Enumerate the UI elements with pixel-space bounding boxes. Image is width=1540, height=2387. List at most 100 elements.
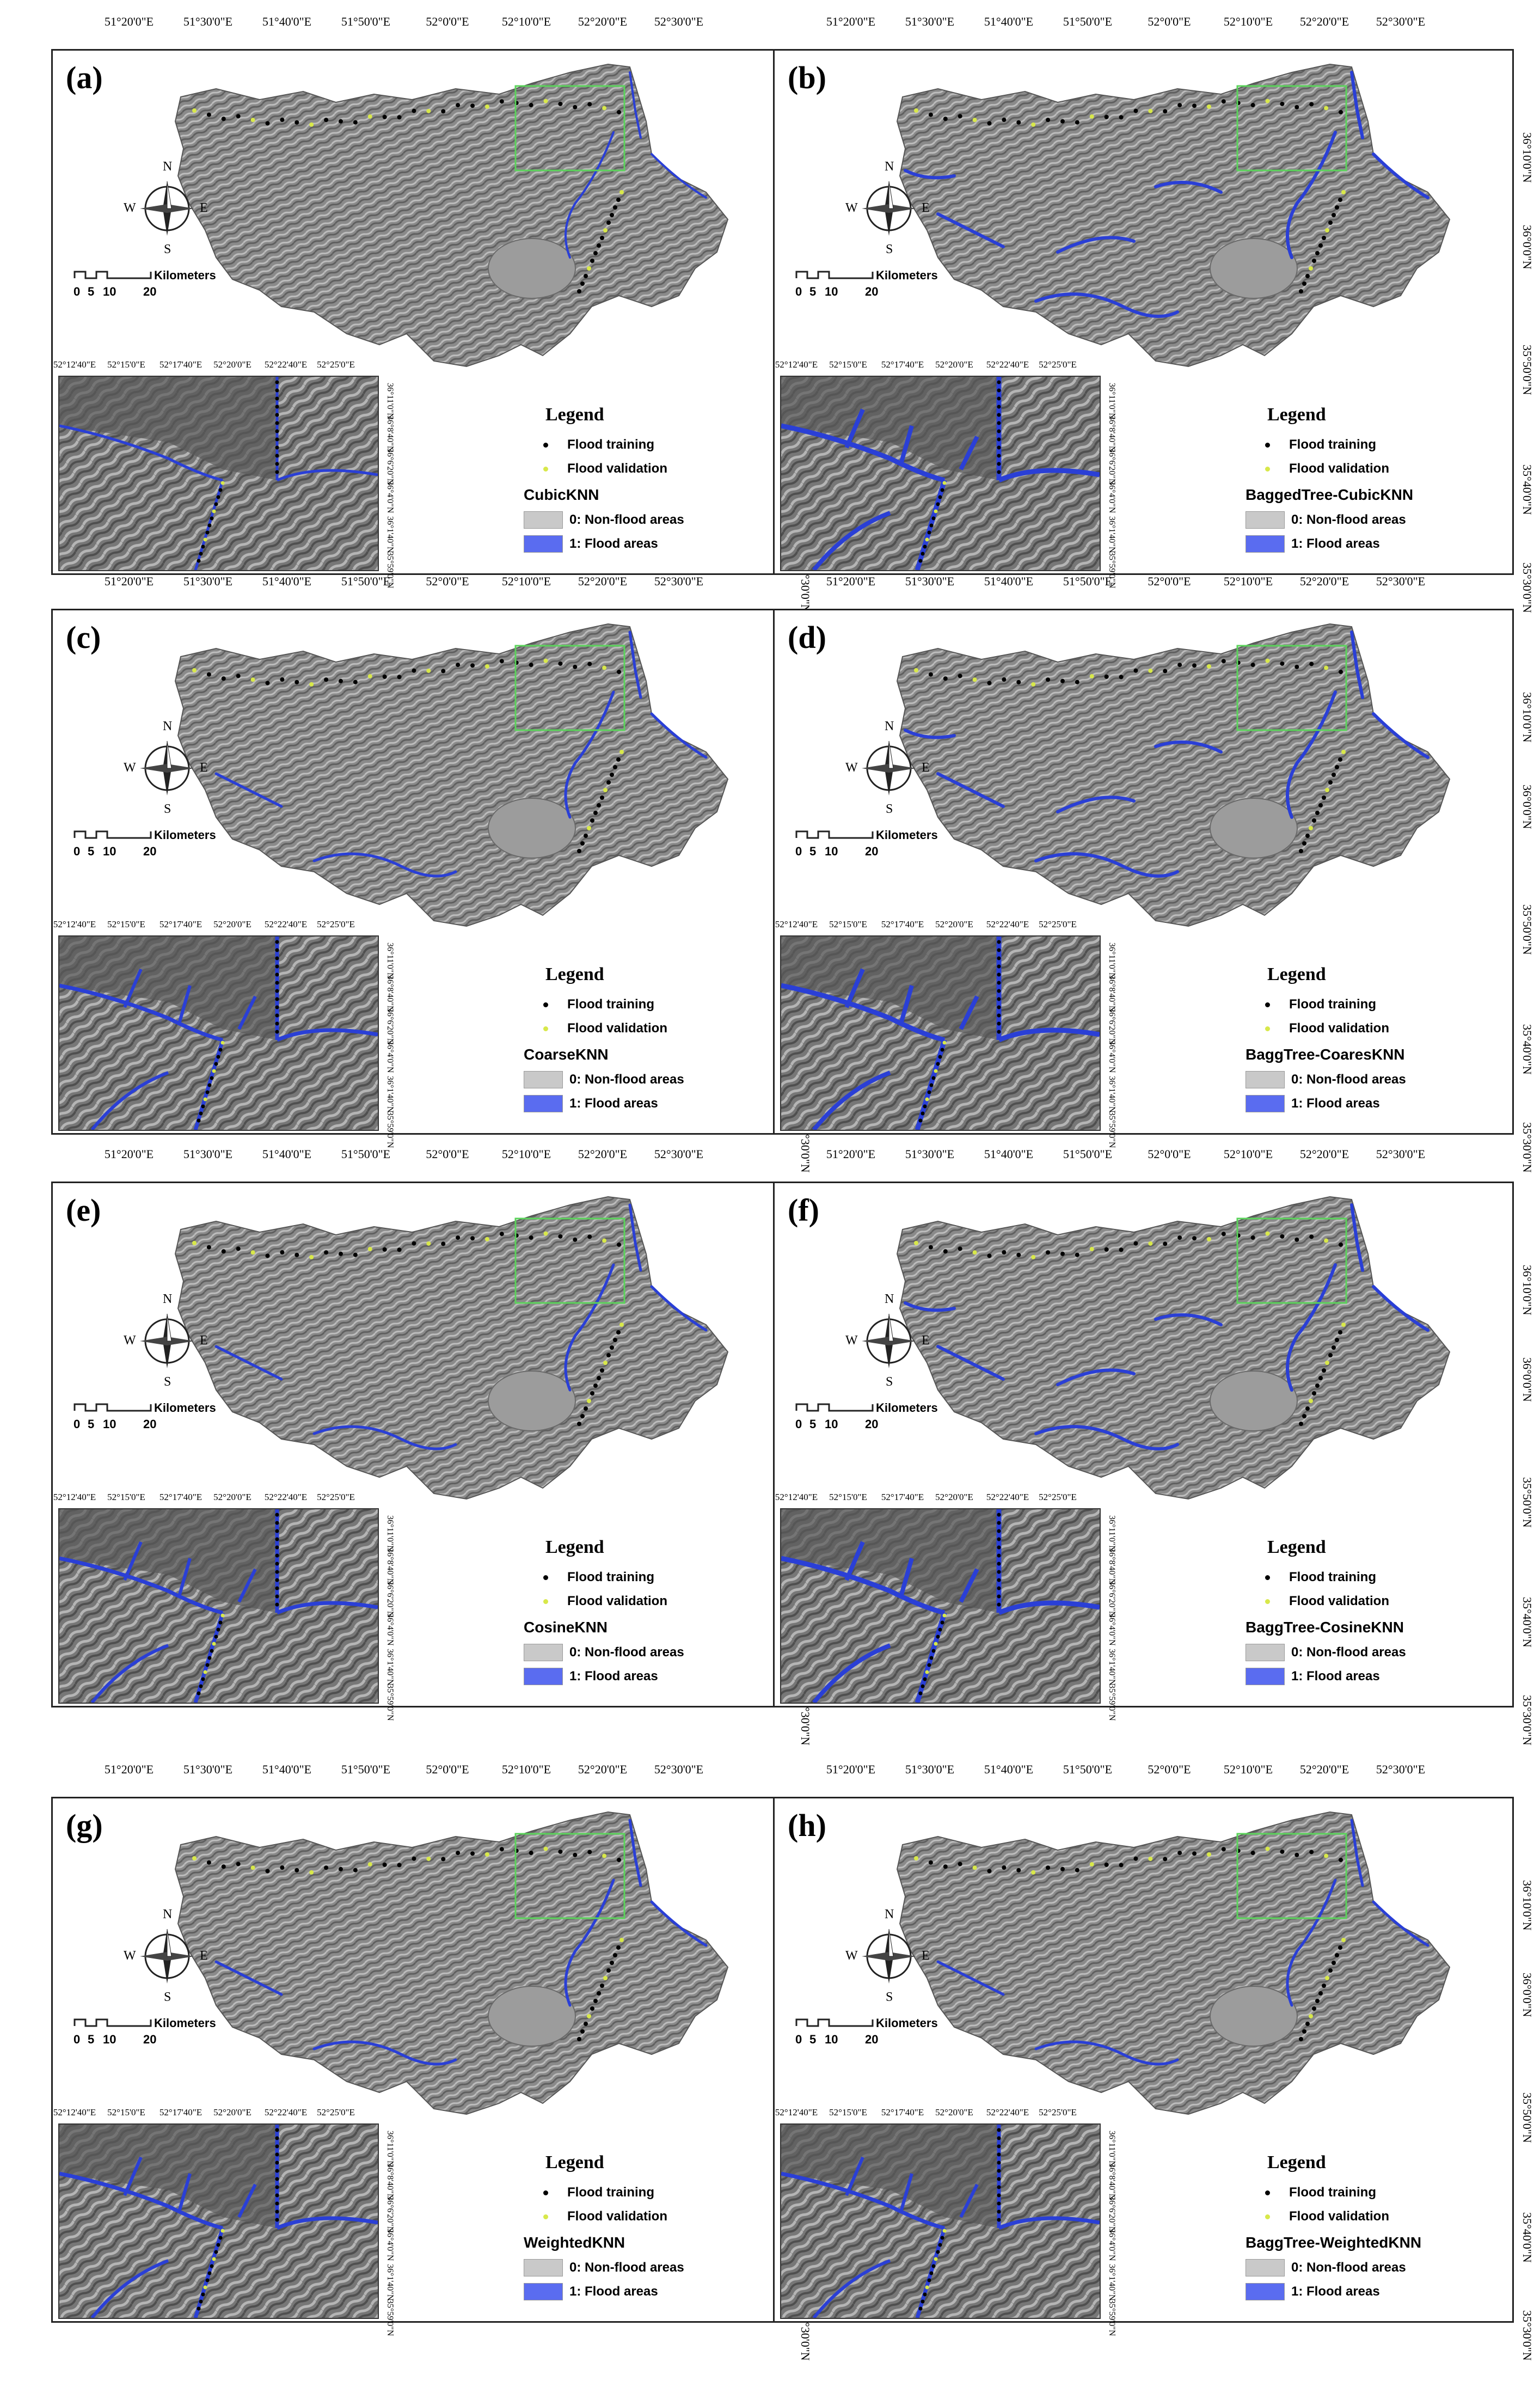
flood-point — [1305, 274, 1310, 278]
inset-longitude-tick: 52°22'40"E — [986, 919, 1029, 929]
flood-point — [1060, 1866, 1065, 1871]
flood-stream — [1286, 131, 1337, 259]
flood-point — [936, 1062, 940, 1066]
flood-point — [1324, 1853, 1329, 1858]
flood-point — [1322, 236, 1326, 240]
latitude-tick: 35°50'0"N — [1520, 2092, 1534, 2143]
flood-point — [921, 1684, 925, 1688]
flood-stream — [1372, 1285, 1429, 1332]
flood-point — [1299, 2037, 1303, 2041]
inset-flood-stream — [998, 2216, 1100, 2230]
scale-tick: 20 — [865, 1417, 879, 1431]
flood-point — [1265, 99, 1270, 103]
flood-point — [309, 1254, 314, 1259]
flood-point — [529, 1235, 533, 1240]
flood-point — [997, 1586, 1001, 1590]
flood-point — [1315, 251, 1320, 255]
flood-point — [1280, 1849, 1285, 1854]
flood-point — [275, 1021, 279, 1026]
flood-point — [275, 454, 279, 458]
map-panel: (c) 51°20'0"E 51°30'0"E 51°40'0"E 51°50'0"E 5… — [51, 574, 812, 1173]
inset-flood-stream — [177, 2173, 192, 2212]
flood-point — [1104, 114, 1109, 119]
flood-point — [997, 1553, 1001, 1558]
flood-stream — [1286, 1263, 1337, 1392]
flood-point — [1309, 1399, 1313, 1403]
flood-point — [1177, 103, 1182, 108]
training-dot-icon — [543, 442, 548, 448]
longitude-tick: 52°30'0"E — [1376, 1762, 1426, 1776]
flood-point — [997, 956, 1001, 960]
flood-point — [593, 251, 598, 255]
compass-label-s: S — [164, 242, 171, 256]
flood-point — [617, 669, 621, 674]
flood-point — [923, 1677, 927, 1681]
flood-point — [275, 405, 279, 409]
inset-map-canvas — [59, 377, 378, 570]
inset-latitude-tick: 36°11'0"N — [1107, 2131, 1116, 2167]
flood-point — [275, 1570, 279, 1574]
legend-training-row: Flood training — [1246, 2181, 1507, 2205]
longitude-tick: 51°50'0"E — [341, 1762, 391, 1776]
inset-flood-stream — [59, 424, 223, 482]
inset-longitude-tick: 52°20'0"E — [213, 2107, 251, 2117]
flood-point — [353, 1252, 358, 1257]
panel-label: (a) — [66, 60, 103, 95]
flood-point — [1104, 1862, 1109, 1867]
flood-point — [456, 103, 461, 108]
legend-training-row: Flood training — [1246, 433, 1507, 457]
legend-nonflood-label: 0: Non-flood areas — [1291, 2260, 1406, 2275]
flood-point — [914, 108, 918, 113]
compass-rose-icon — [140, 740, 194, 795]
flood-point — [938, 2243, 942, 2247]
flood-point — [1328, 1968, 1333, 1973]
inset-longitude-tick: 52°15'0"E — [829, 1492, 867, 1502]
flood-point — [197, 559, 201, 563]
flood-point — [275, 972, 279, 977]
inset-latitude-tick: 36°11'0"N — [1107, 383, 1116, 419]
nonflood-swatch — [524, 2259, 563, 2276]
flood-point — [928, 672, 933, 677]
flood-point — [1312, 259, 1316, 263]
legend: Legend Flood training Flood validation Bagg… — [1246, 964, 1507, 1116]
flood-point — [958, 1246, 962, 1251]
flood-point — [1312, 2006, 1316, 2011]
flood-point — [197, 2306, 201, 2311]
flood-point — [587, 1399, 591, 1403]
flood-stream — [936, 212, 1005, 248]
flood-point — [1148, 668, 1153, 673]
scale-tick: 10 — [103, 844, 116, 858]
flood-point — [199, 1684, 203, 1688]
compass-label-e: E — [922, 761, 930, 775]
inset-map-canvas — [781, 377, 1100, 570]
compass-label-n: N — [163, 1907, 173, 1921]
flood-point — [324, 1250, 329, 1255]
compass-label-e: E — [200, 1949, 208, 1963]
legend-training-label: Flood training — [567, 437, 654, 452]
longitude-tick: 52°10'0"E — [1223, 1147, 1273, 1161]
flood-point — [1332, 1961, 1336, 1965]
inset-longitude-tick: 52°17'40"E — [881, 359, 924, 370]
inset-latitude-tick: 36°4'0"N — [1107, 2229, 1116, 2261]
scale-unit: Kilometers — [154, 2016, 216, 2030]
flood-point — [338, 678, 343, 683]
flood-point — [936, 502, 940, 506]
flood-point — [923, 2292, 927, 2297]
flood-point — [192, 668, 197, 672]
flood-point — [1031, 122, 1036, 127]
flood-point — [275, 2144, 279, 2149]
flood-stream — [1286, 1878, 1337, 2007]
inset-flood-stream — [959, 436, 979, 470]
longitude-tick: 51°50'0"E — [1063, 574, 1113, 588]
inset-longitude-tick: 52°25'0"E — [1039, 2107, 1077, 2117]
flood-point — [250, 677, 255, 682]
inset-latitude-tick: 36°1'40"N — [385, 516, 395, 553]
flood-point — [441, 669, 446, 674]
longitude-tick: 52°0'0"E — [1148, 15, 1191, 28]
legend-training-row: Flood training — [524, 1565, 785, 1589]
flood-stream — [1154, 1313, 1223, 1326]
legend-training-symbol — [1246, 1575, 1289, 1580]
scale-tick: 10 — [103, 1417, 116, 1431]
flood-point — [353, 120, 358, 125]
flood-point — [1309, 1850, 1314, 1854]
